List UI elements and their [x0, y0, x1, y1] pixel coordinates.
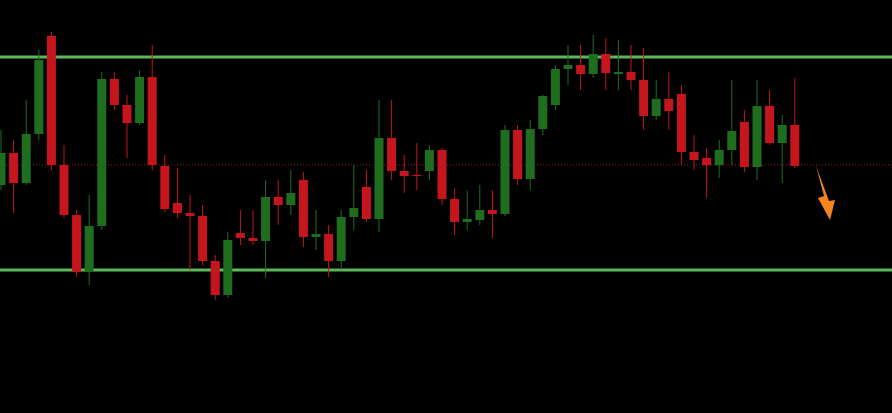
candle-body	[487, 210, 497, 214]
candle-body	[702, 158, 712, 165]
candle-body	[739, 122, 749, 167]
candle-body	[135, 77, 145, 123]
arrow	[816, 166, 835, 220]
candle-body	[311, 234, 321, 237]
candle-body	[21, 134, 31, 183]
candle-body	[361, 187, 371, 219]
candle-body	[538, 96, 548, 129]
candle-body	[588, 54, 598, 74]
candle-body	[576, 65, 586, 74]
candle-body	[336, 217, 346, 261]
candle-body	[59, 165, 69, 215]
candle-body	[475, 210, 485, 220]
candle-body	[613, 72, 623, 74]
candle-body	[714, 150, 724, 165]
candle-body	[261, 197, 271, 241]
candle-body	[122, 105, 132, 123]
candle-body	[374, 138, 384, 219]
candle-body	[601, 54, 611, 73]
candle-body	[9, 153, 19, 183]
candle-body	[109, 79, 119, 105]
candle-body	[765, 106, 775, 143]
candle-body	[349, 208, 359, 217]
candle-body	[198, 216, 208, 261]
candle-body	[97, 79, 107, 226]
candle-body	[210, 261, 220, 295]
candle-body	[399, 171, 409, 176]
candle-body	[298, 180, 308, 237]
candle-body	[324, 234, 334, 261]
candle-body	[790, 125, 800, 166]
candle-body	[550, 69, 560, 105]
candle-body	[651, 99, 661, 116]
candle-body	[462, 219, 472, 222]
candle-body	[223, 240, 233, 295]
candle-body	[525, 129, 535, 179]
plot-area	[0, 32, 892, 300]
candle-body	[172, 203, 182, 213]
candle-body	[777, 125, 787, 143]
candle-body	[286, 193, 296, 205]
candle-body	[248, 238, 258, 241]
candle-body	[424, 150, 434, 171]
candle-body	[84, 226, 94, 272]
candle-body	[500, 130, 510, 214]
candle-body	[513, 130, 523, 179]
candle-body	[437, 150, 447, 199]
candle-body	[626, 72, 636, 80]
candle-body	[34, 60, 44, 134]
candle-body	[72, 215, 82, 272]
candle-body	[727, 131, 737, 150]
candle-body	[147, 77, 157, 165]
candle-body	[160, 166, 170, 209]
candle-body	[412, 175, 422, 176]
candle-body	[273, 197, 283, 205]
candle-body	[387, 138, 397, 171]
candle-body	[450, 199, 460, 222]
candle-body	[0, 153, 6, 185]
candle-body	[664, 99, 674, 111]
candle-body	[46, 36, 56, 165]
candle-body	[752, 106, 762, 167]
candle-body	[676, 94, 686, 152]
candle-body	[185, 213, 195, 216]
candle-body	[235, 233, 245, 238]
candle-body	[689, 152, 699, 160]
candle-body	[639, 80, 649, 116]
candle-body	[563, 65, 573, 69]
